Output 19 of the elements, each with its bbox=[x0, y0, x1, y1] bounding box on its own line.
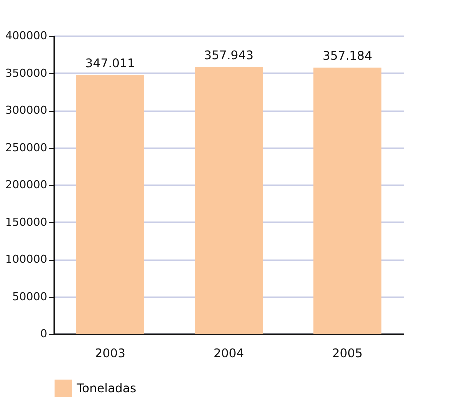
bar bbox=[76, 75, 144, 334]
y-tick-label: 50000 bbox=[12, 290, 48, 304]
y-tick-label: 300000 bbox=[6, 104, 48, 117]
bar bbox=[195, 67, 263, 334]
y-tick-label: 250000 bbox=[6, 141, 48, 154]
y-tick-label: 150000 bbox=[6, 216, 48, 229]
y-tick-label: 350000 bbox=[6, 66, 48, 80]
x-tick-label: 2005 bbox=[332, 346, 363, 360]
bar bbox=[314, 68, 382, 334]
text: 357.184 bbox=[322, 48, 372, 63]
x-tick-label: 2004 bbox=[214, 346, 244, 360]
y-tick-label: 100000 bbox=[6, 253, 48, 266]
text: 347.011 bbox=[86, 56, 136, 70]
y-tick-label: 200000 bbox=[6, 178, 48, 192]
text: 357.943 bbox=[204, 48, 254, 62]
y-tick-label: 400000 bbox=[6, 30, 48, 42]
y-tick-label: 0 bbox=[40, 328, 48, 340]
x-tick-label: 2003 bbox=[95, 346, 126, 360]
legend-label: Toneladas bbox=[76, 382, 137, 396]
